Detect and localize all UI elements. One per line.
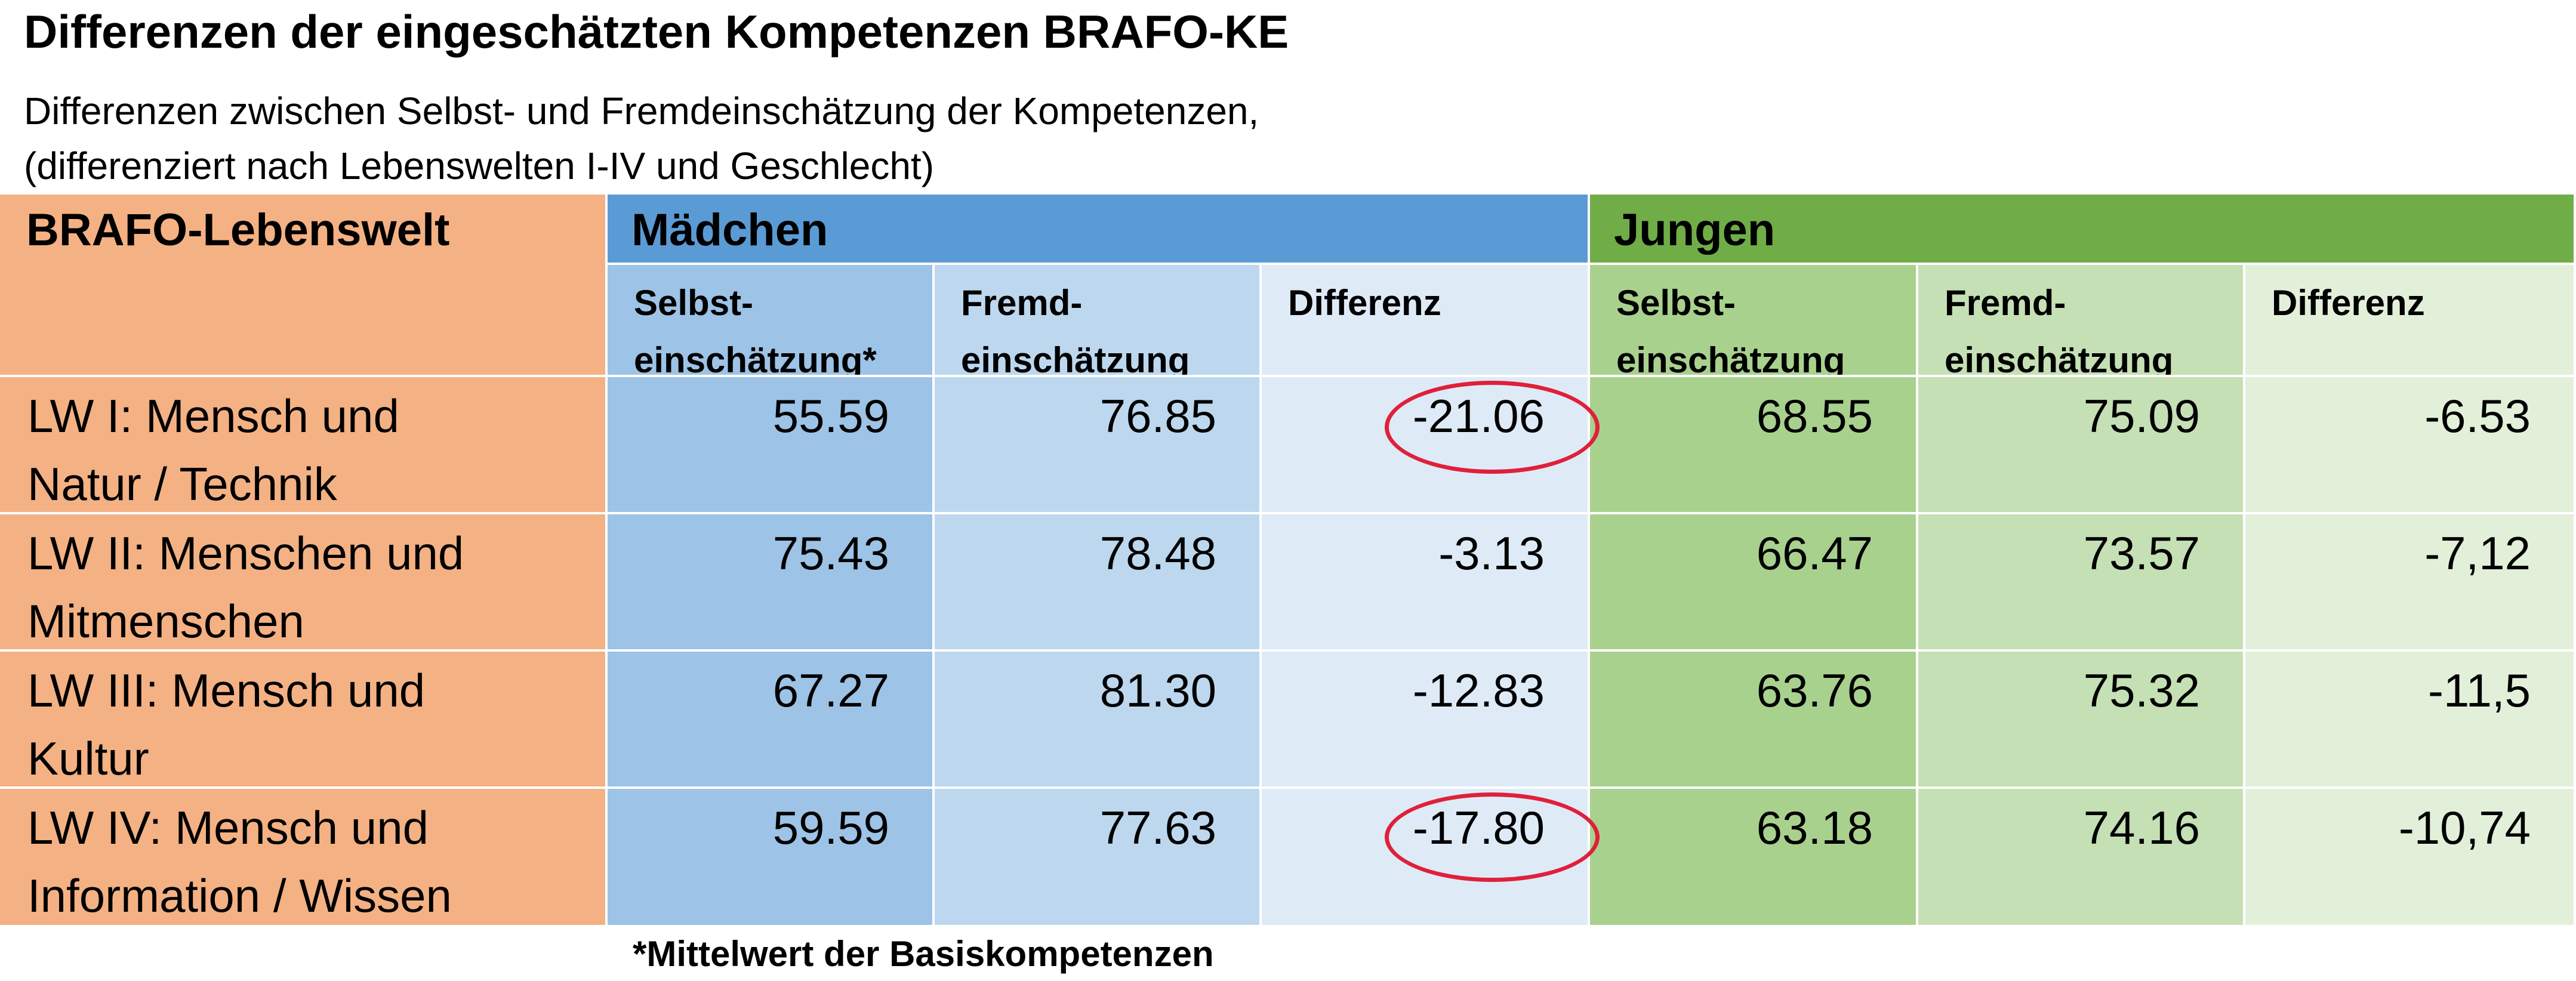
table-cell: 63.76: [1590, 652, 1918, 789]
header-girls-self: Selbst- einschätzung*: [608, 265, 935, 377]
header-text: einschätzung: [961, 340, 1190, 377]
header-text: Differenz: [2272, 283, 2425, 323]
table-cell: 77.63: [935, 789, 1262, 927]
header-girls-external: Fremd- einschätzung: [935, 265, 1262, 377]
table-cell: -3.13: [1262, 514, 1590, 652]
header-girls-diff: Differenz: [1262, 265, 1590, 377]
header-text: einschätzung: [1945, 340, 2174, 377]
row-label-text: LW IV: Mensch und: [27, 801, 429, 854]
subtitle-line: Differenzen zwischen Selbst- und Fremdei…: [24, 90, 1259, 132]
header-boys-external: Fremd- einschätzung: [1918, 265, 2245, 377]
table-cell: -6.53: [2245, 377, 2576, 514]
table-cell: 76.85: [935, 377, 1262, 514]
table-cell: -7,12: [2245, 514, 2576, 652]
row-label-text: LW II: Menschen und: [27, 527, 464, 579]
header-text: einschätzung*: [634, 340, 877, 377]
header-group-girls: Mädchen: [608, 195, 1590, 265]
table-cell: 66.47: [1590, 514, 1918, 652]
header-text: Differenz: [1288, 283, 1441, 323]
table-cell: 67.27: [608, 652, 935, 789]
table-cell: 55.59: [608, 377, 935, 514]
header-boys-self: Selbst- einschätzung: [1590, 265, 1918, 377]
row-label-text: LW I: Mensch und: [27, 390, 399, 442]
footnote: *Mittelwert der Basiskompetenzen: [633, 934, 1214, 974]
row-label-lw2: LW II: Menschen und Mitmenschen: [0, 514, 608, 652]
header-text: Fremd-: [1945, 283, 2066, 323]
table-cell: 59.59: [608, 789, 935, 927]
table-cell: 68.55: [1590, 377, 1918, 514]
table-cell: 75.09: [1918, 377, 2245, 514]
table-cell: 75.43: [608, 514, 935, 652]
table-cell: -12.83: [1262, 652, 1590, 789]
table-cell: 63.18: [1590, 789, 1918, 927]
row-label-text: Kultur: [27, 732, 149, 785]
header-lebenswelt: BRAFO-Lebenswelt: [0, 195, 608, 377]
header-group-boys: Jungen: [1590, 195, 2576, 265]
row-label-text: Natur / Technik: [27, 458, 337, 510]
highlight-circle: [1385, 381, 1600, 474]
subtitle-line: (differenziert nach Lebenswelten I-IV un…: [24, 144, 934, 187]
table-cell: -11,5: [2245, 652, 2576, 789]
row-label-lw3: LW III: Mensch und Kultur: [0, 652, 608, 789]
header-text: Selbst-: [1616, 283, 1736, 323]
row-label-text: Information / Wissen: [27, 869, 452, 922]
row-label-lw4: LW IV: Mensch und Information / Wissen: [0, 789, 608, 927]
table-cell: 73.57: [1918, 514, 2245, 652]
header-boys-diff: Differenz: [2245, 265, 2576, 377]
table-cell: 81.30: [935, 652, 1262, 789]
table-cell: 74.16: [1918, 789, 2245, 927]
table-cell: 75.32: [1918, 652, 2245, 789]
table-cell: 78.48: [935, 514, 1262, 652]
row-label-lw1: LW I: Mensch und Natur / Technik: [0, 377, 608, 514]
competence-table: BRAFO-Lebenswelt Mädchen Jungen Selbst- …: [0, 195, 2576, 927]
row-label-text: Mitmenschen: [27, 595, 304, 647]
header-text: einschätzung: [1616, 340, 1845, 377]
page-title: Differenzen der eingeschätzten Kompetenz…: [24, 5, 1289, 58]
header-text: Selbst-: [634, 283, 754, 323]
table-cell: -10,74: [2245, 789, 2576, 927]
header-text: Fremd-: [961, 283, 1083, 323]
row-label-text: LW III: Mensch und: [27, 664, 426, 717]
highlight-circle: [1385, 792, 1600, 882]
page-subtitle: Differenzen zwischen Selbst- und Fremdei…: [24, 84, 1259, 193]
